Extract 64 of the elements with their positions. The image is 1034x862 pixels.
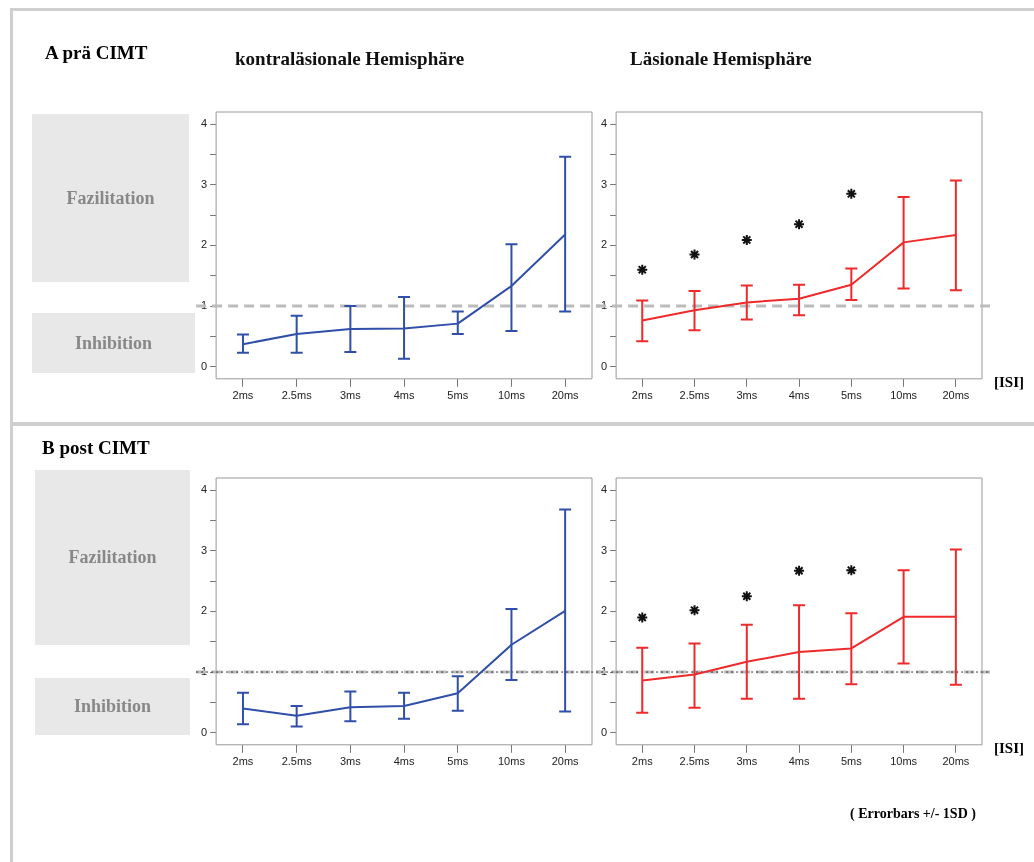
- y-tick-label: 0: [200, 725, 208, 738]
- text: Fazilitation: [32, 114, 189, 282]
- point: [845, 187, 858, 200]
- y-tick-label: 2: [200, 604, 208, 617]
- text: Inhibition: [32, 313, 195, 373]
- y-tick-label: 2: [600, 238, 608, 251]
- x-tick-label: 3ms: [339, 389, 362, 402]
- text: Fazilitation: [35, 470, 190, 645]
- x-tick-label: 3ms: [736, 389, 758, 402]
- y-tick-label: 2: [600, 604, 608, 617]
- point: [845, 564, 858, 577]
- x-tick-label: 10ms: [498, 389, 526, 402]
- y-tick-label: 3: [600, 177, 608, 190]
- y-tick-label: 0: [600, 725, 608, 738]
- x-tick-label: 2.5ms: [281, 389, 313, 402]
- x-tick-label: 20ms: [942, 755, 970, 768]
- x-tick-label: 4ms: [393, 389, 415, 402]
- point: [793, 564, 806, 577]
- text: A prä CIMT: [45, 42, 148, 64]
- x-tick-label: 5ms: [840, 389, 863, 402]
- point: [636, 611, 649, 624]
- point: [636, 263, 649, 276]
- point: [793, 218, 806, 231]
- x-tick-label: 10ms: [890, 755, 918, 768]
- x-axis-title: [ISI]: [994, 740, 1025, 757]
- x-tick-label: 10ms: [890, 389, 918, 402]
- text: Inhibition: [35, 678, 190, 735]
- x-tick-label: 5ms: [447, 755, 469, 768]
- chart-title: kontraläsionale Hemisphäre: [235, 48, 465, 70]
- y-tick-label: 0: [600, 359, 608, 372]
- x-tick-label: 4ms: [788, 755, 810, 768]
- x-tick-label: 4ms: [788, 389, 810, 402]
- text: ( Errorbars +/- 1SD ): [850, 806, 976, 822]
- y-tick-label: 4: [600, 117, 608, 130]
- x-tick-label: 20ms: [551, 389, 580, 402]
- y-tick-label: 0: [200, 359, 208, 372]
- x-tick-label: 2ms: [232, 389, 254, 402]
- x-axis-title: [ISI]: [994, 374, 1025, 391]
- chart-title: Läsionale Hemisphäre: [630, 48, 812, 70]
- x-tick-label: 2.5ms: [281, 755, 313, 768]
- y-tick-label: 4: [600, 483, 608, 496]
- x-tick-label: 5ms: [447, 389, 469, 402]
- point: [688, 604, 701, 617]
- x-tick-label: 2ms: [631, 389, 654, 402]
- y-tick-label: 2: [200, 238, 208, 251]
- x-tick-label: 5ms: [840, 755, 863, 768]
- x-tick-label: 2ms: [232, 755, 254, 768]
- x-tick-label: 3ms: [736, 755, 758, 768]
- x-tick-label: 2ms: [631, 755, 654, 768]
- x-tick-label: 20ms: [551, 755, 580, 768]
- y-tick-label: 3: [600, 543, 608, 556]
- x-tick-label: 2.5ms: [679, 755, 710, 768]
- x-tick-label: 2.5ms: [679, 389, 710, 402]
- y-tick-label: 3: [200, 177, 208, 190]
- x-tick-label: 3ms: [339, 755, 362, 768]
- x-tick-label: 10ms: [498, 755, 526, 768]
- point: [740, 590, 753, 603]
- x-tick-label: 20ms: [942, 389, 970, 402]
- y-tick-label: 4: [200, 117, 208, 130]
- x-tick-label: 4ms: [393, 755, 415, 768]
- y-tick-label: 4: [200, 483, 208, 496]
- text: B post CIMT: [42, 437, 150, 459]
- y-tick-label: 3: [200, 543, 208, 556]
- point: [688, 248, 701, 261]
